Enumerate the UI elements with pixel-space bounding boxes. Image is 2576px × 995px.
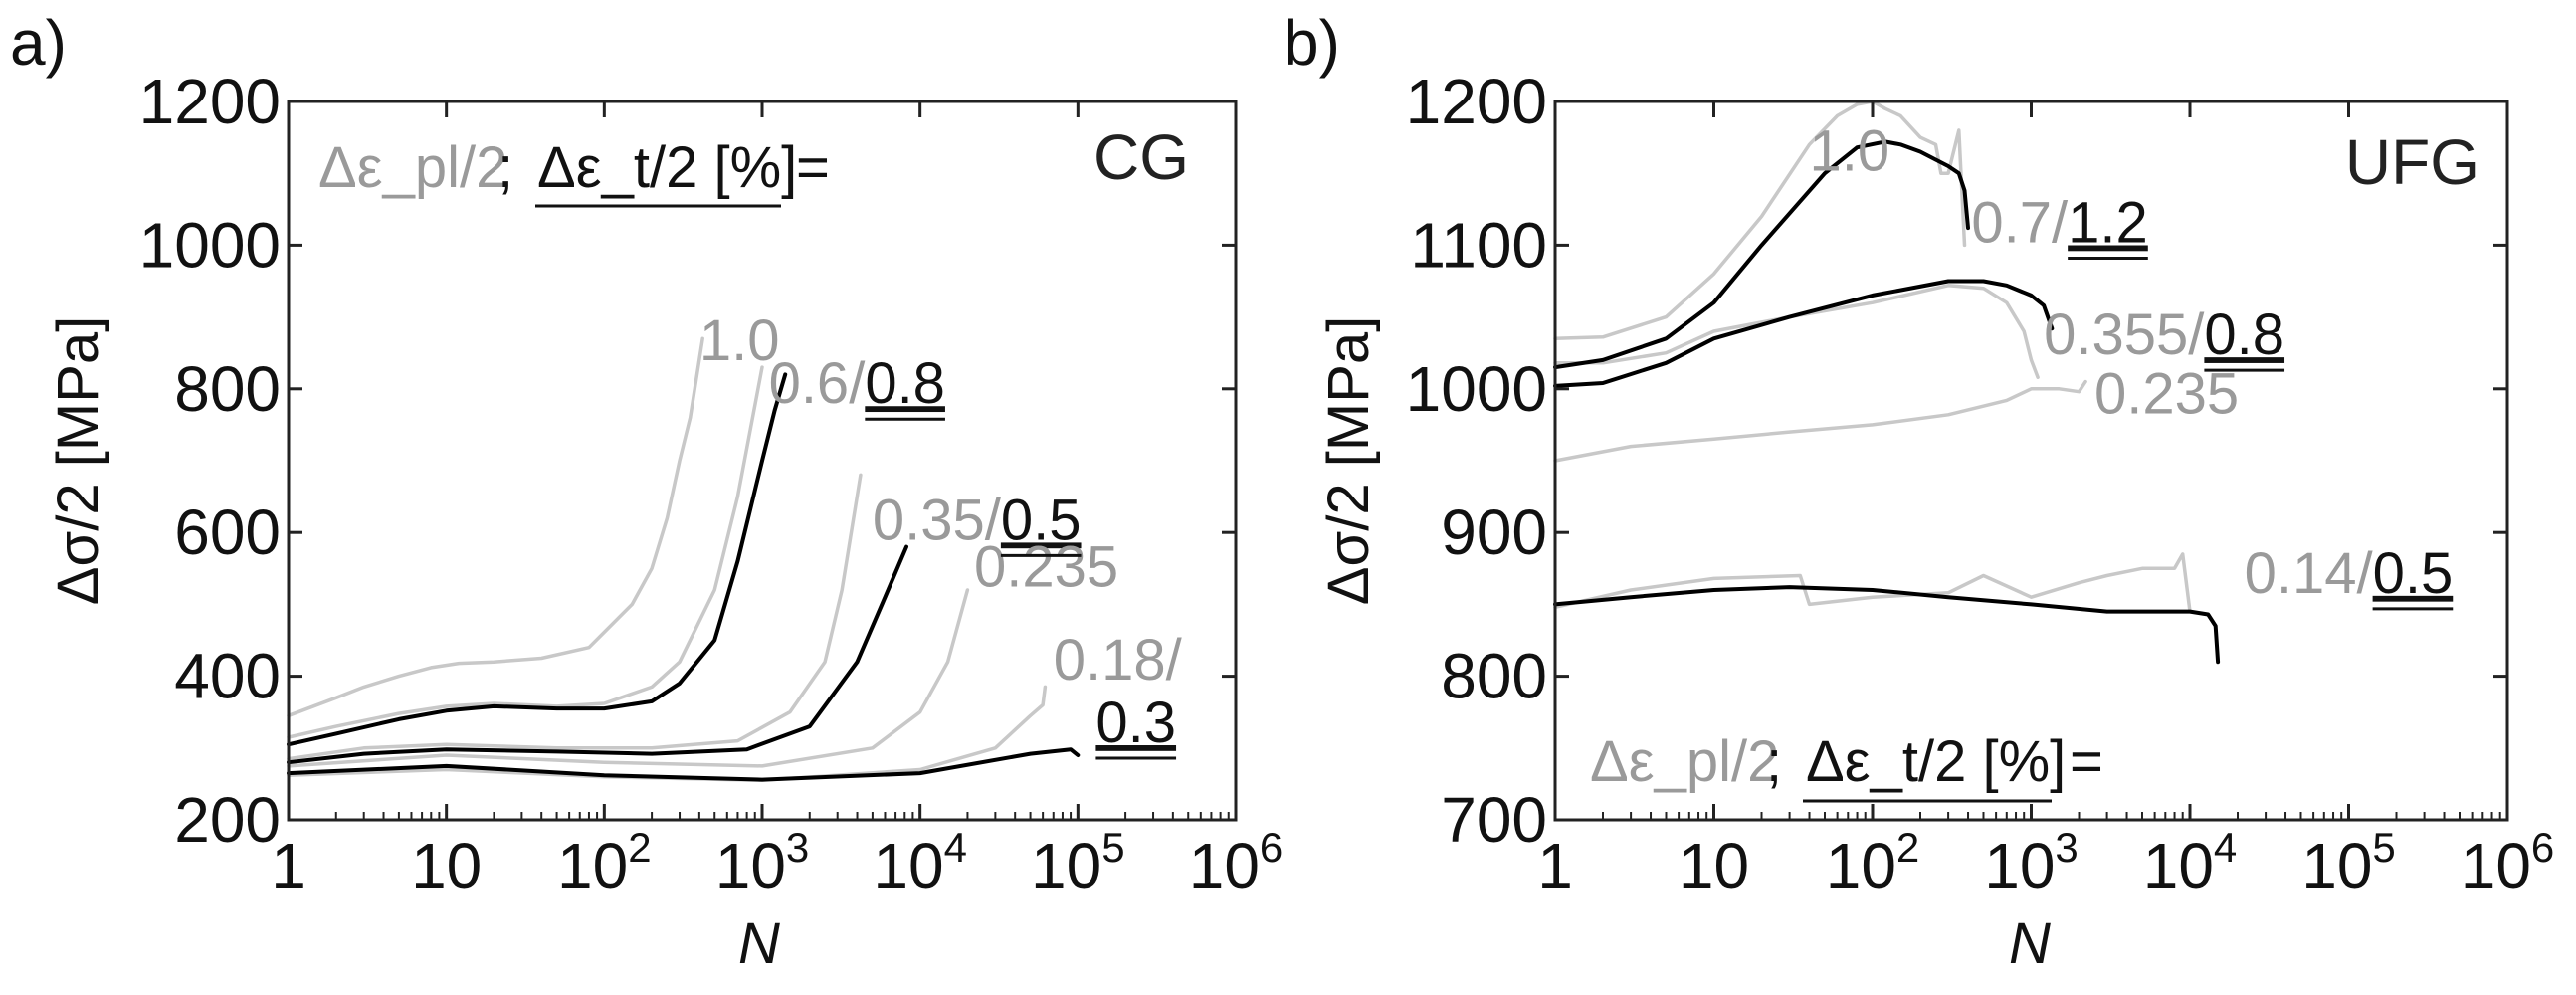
x-tick-label: 10 <box>411 830 482 901</box>
curve-label: 0.14/0.5 <box>2245 541 2454 606</box>
corner-label-ufg: UFG <box>2345 126 2479 198</box>
plot-area-b <box>1553 100 2221 665</box>
y-tick-label: 800 <box>174 353 281 425</box>
legend-separator: ; <box>497 135 513 200</box>
x-tick-label: 106 <box>1189 824 1284 901</box>
series-line-b-4 <box>1553 379 2087 463</box>
series-line-b-0 <box>1553 100 1967 341</box>
y-tick-label: 200 <box>174 784 281 856</box>
x-tick-label: 1 <box>1537 830 1573 901</box>
legend-b: Δε_pl/2 ; Δε_t/2 [%] = <box>1590 729 2103 803</box>
x-tick-label: 104 <box>2143 824 2238 901</box>
y-tick-label: 1200 <box>139 66 281 137</box>
legend-equals: = <box>796 135 830 200</box>
legend-separator-b: ; <box>1766 729 1782 794</box>
series-line-b-2 <box>1553 284 2040 379</box>
x-tick-label: 103 <box>715 824 810 901</box>
series-line-a-2 <box>287 372 788 747</box>
series-line-a-3 <box>287 473 863 761</box>
x-tick-label: 103 <box>1984 824 2079 901</box>
curve-label: 0.355/0.8 <box>2044 302 2284 367</box>
series-line-a-0 <box>287 336 704 718</box>
panel-a: a) CG Δε_pl/2 ; Δε_t/2 [%] = 200 400 600 80… <box>10 7 1283 976</box>
series-line-b-5 <box>1553 552 2192 614</box>
axis-ticks-b: 700 800 900 1000 1100 1200 1 10 102 103 104 105 106 <box>1406 66 2555 901</box>
annotations-a: 1.00.6/0.8 0.35/0.50.235 0.18/0.3 <box>699 308 1183 760</box>
series-line-a-1 <box>287 365 764 739</box>
curve-label: 0.35/0.5 <box>873 488 1082 552</box>
series-line-b-6 <box>1553 585 2221 665</box>
corner-label-cg: CG <box>1093 121 1189 193</box>
y-tick-label: 600 <box>174 497 281 568</box>
legend-equals-b: = <box>2070 729 2103 794</box>
legend-plastic-label: Δε_pl/2 <box>318 135 507 200</box>
legend-a: Δε_pl/2 ; Δε_t/2 [%] = <box>318 135 830 208</box>
panel-label-b: b) <box>1284 7 1340 79</box>
panel-b: b) UFG Δε_pl/2 ; Δε_t/2 [%] = 700 800 900 1… <box>1284 7 2554 976</box>
legend-total-label-b: Δε_t/2 [%] <box>1806 729 2066 794</box>
curve-label: 0.6/0.8 <box>769 351 945 416</box>
x-tick-label: 105 <box>2301 824 2396 901</box>
series-line-b-3 <box>1553 279 2055 388</box>
y-tick-label: 700 <box>1441 784 1547 856</box>
x-tick-label: 105 <box>1031 824 1125 901</box>
y-tick-label: 400 <box>174 641 281 712</box>
y-tick-label: 800 <box>1441 641 1547 712</box>
x-axis-title-a: N <box>738 911 780 976</box>
legend-total-label: Δε_t/2 [%] <box>537 135 797 200</box>
y-axis-title-a: Δσ/2 [MPa] <box>46 316 110 606</box>
y-tick-label: 1000 <box>139 209 281 281</box>
curve-label: 0.7/1.2 <box>1971 191 2147 256</box>
panel-label-a: a) <box>10 7 67 79</box>
curve-label: 1.0 <box>1810 118 1890 183</box>
legend-plastic-label-b: Δε_pl/2 <box>1590 729 1779 794</box>
x-axis-title-b: N <box>2009 911 2051 976</box>
curve-label: 0.3 <box>1095 691 1176 755</box>
curve-label: 0.18/ <box>1054 628 1183 693</box>
x-tick-label: 106 <box>2461 824 2555 901</box>
x-tick-label: 1 <box>271 830 306 901</box>
y-tick-label: 1200 <box>1406 66 1547 137</box>
x-tick-label: 104 <box>873 824 967 901</box>
series-line-a-4 <box>287 544 908 765</box>
series-line-a-7 <box>287 747 1081 782</box>
x-tick-label: 102 <box>1826 824 1920 901</box>
annotations-b: 1.0 0.7/1.2 0.355/0.80.235 0.14/0.5 <box>1810 118 2454 611</box>
y-axis-title-b: Δσ/2 [MPa] <box>1316 316 1381 606</box>
y-tick-label: 1100 <box>1410 209 1547 281</box>
plot-area-a <box>287 336 1081 783</box>
series-line-a-5 <box>287 588 970 768</box>
curve-label: 1.0 <box>699 308 780 373</box>
curve-label: 0.235 <box>2094 361 2239 426</box>
x-tick-label: 102 <box>557 824 652 901</box>
y-tick-label: 900 <box>1441 497 1547 568</box>
series-line-b-1 <box>1553 139 1970 370</box>
series-line-a-6 <box>287 685 1048 783</box>
curve-label: 0.235 <box>974 534 1118 599</box>
axis-ticks-a: 200 400 600 800 1000 1200 1 10 102 103 104 105 106 <box>139 66 1284 901</box>
y-tick-label: 1000 <box>1406 353 1547 425</box>
x-tick-label: 10 <box>1679 830 1749 901</box>
